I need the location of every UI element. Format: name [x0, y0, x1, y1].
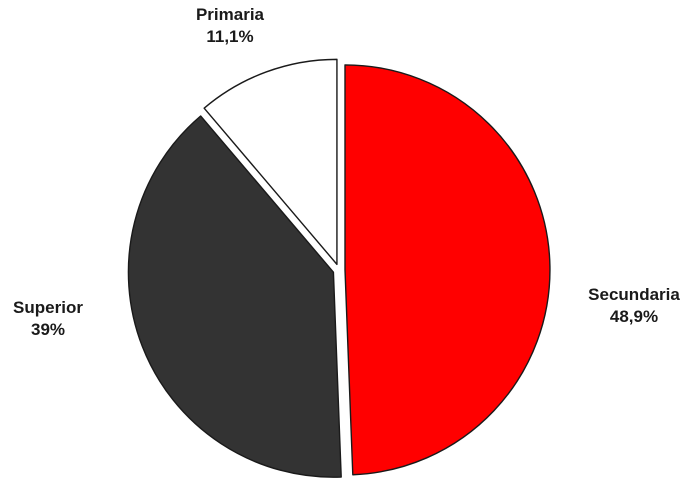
slice-value-primaria: 11,1%: [206, 27, 253, 46]
pie-slice-superior: [127, 115, 342, 478]
labels-layer: Secundaria 48,9% Superior 39% Primaria 11,1%: [13, 5, 680, 339]
slice-label-secundaria: Secundaria: [588, 285, 680, 304]
pie-slice-primaria: [203, 58, 338, 266]
slice-label-superior: Superior: [13, 298, 83, 317]
slice-label-primaria: Primaria: [196, 5, 265, 24]
slice-value-secundaria: 48,9%: [610, 307, 658, 326]
slices-layer: [127, 58, 551, 478]
slice-value-superior: 39%: [31, 320, 65, 339]
pie-slice-secundaria: [344, 64, 551, 476]
